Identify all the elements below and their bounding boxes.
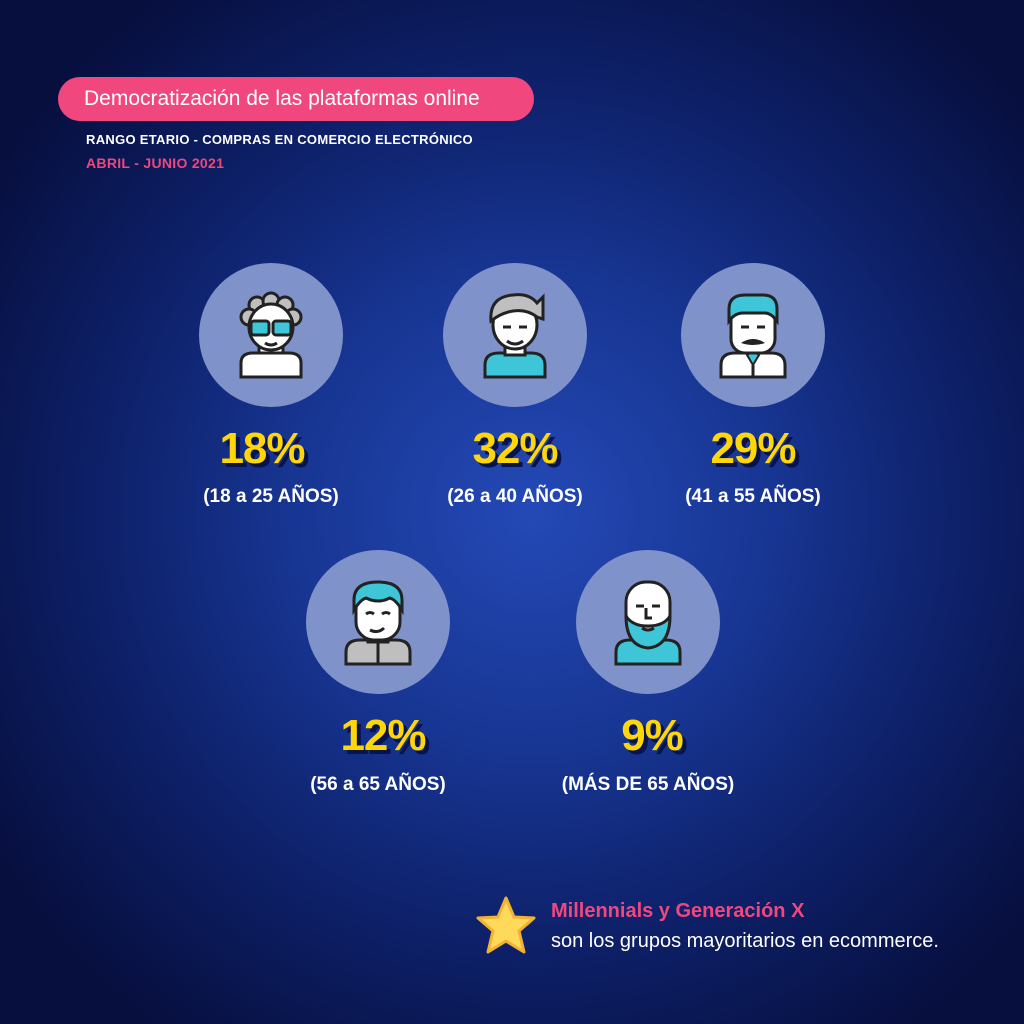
age-range-56-65: (56 a 65 AÑOS) [310,774,446,795]
age-range-18-25: (18 a 25 AÑOS) [203,486,339,507]
percent-18-25: 18% [219,424,305,473]
young-man-icon [483,293,547,379]
subtitle: RANGO ETARIO - COMPRAS EN COMERCIO ELECT… [86,132,473,147]
percent-41-55: 29% [710,424,796,473]
avatar-circle-26-40 [443,263,587,407]
star-icon [476,896,536,954]
avatar-circle-65-plus [576,550,720,694]
age-range-41-55: (41 a 55 AÑOS) [685,486,821,507]
percent-26-40: 32% [472,424,558,473]
period-label: ABRIL - JUNIO 2021 [86,155,225,171]
footnote-highlight: Millennials y Generación X [551,900,805,922]
age-range-65-plus: (MÁS DE 65 AÑOS) [561,774,735,795]
older-man-icon [344,580,412,666]
age-range-26-40: (26 a 40 AÑOS) [447,486,583,507]
bald-bearded-man-icon [614,580,682,666]
footnote-text: son los grupos mayoritarios en ecommerce… [551,930,939,952]
avatar-circle-41-55 [681,263,825,407]
title-badge: Democratización de las plataformas onlin… [58,77,534,121]
percent-56-65: 12% [340,711,426,760]
man-mustache-tie-icon [719,293,787,379]
avatar-circle-56-65 [306,550,450,694]
young-person-sunglasses-icon [239,291,303,379]
percent-65-plus: 9% [621,711,684,760]
avatar-circle-18-25 [199,263,343,407]
